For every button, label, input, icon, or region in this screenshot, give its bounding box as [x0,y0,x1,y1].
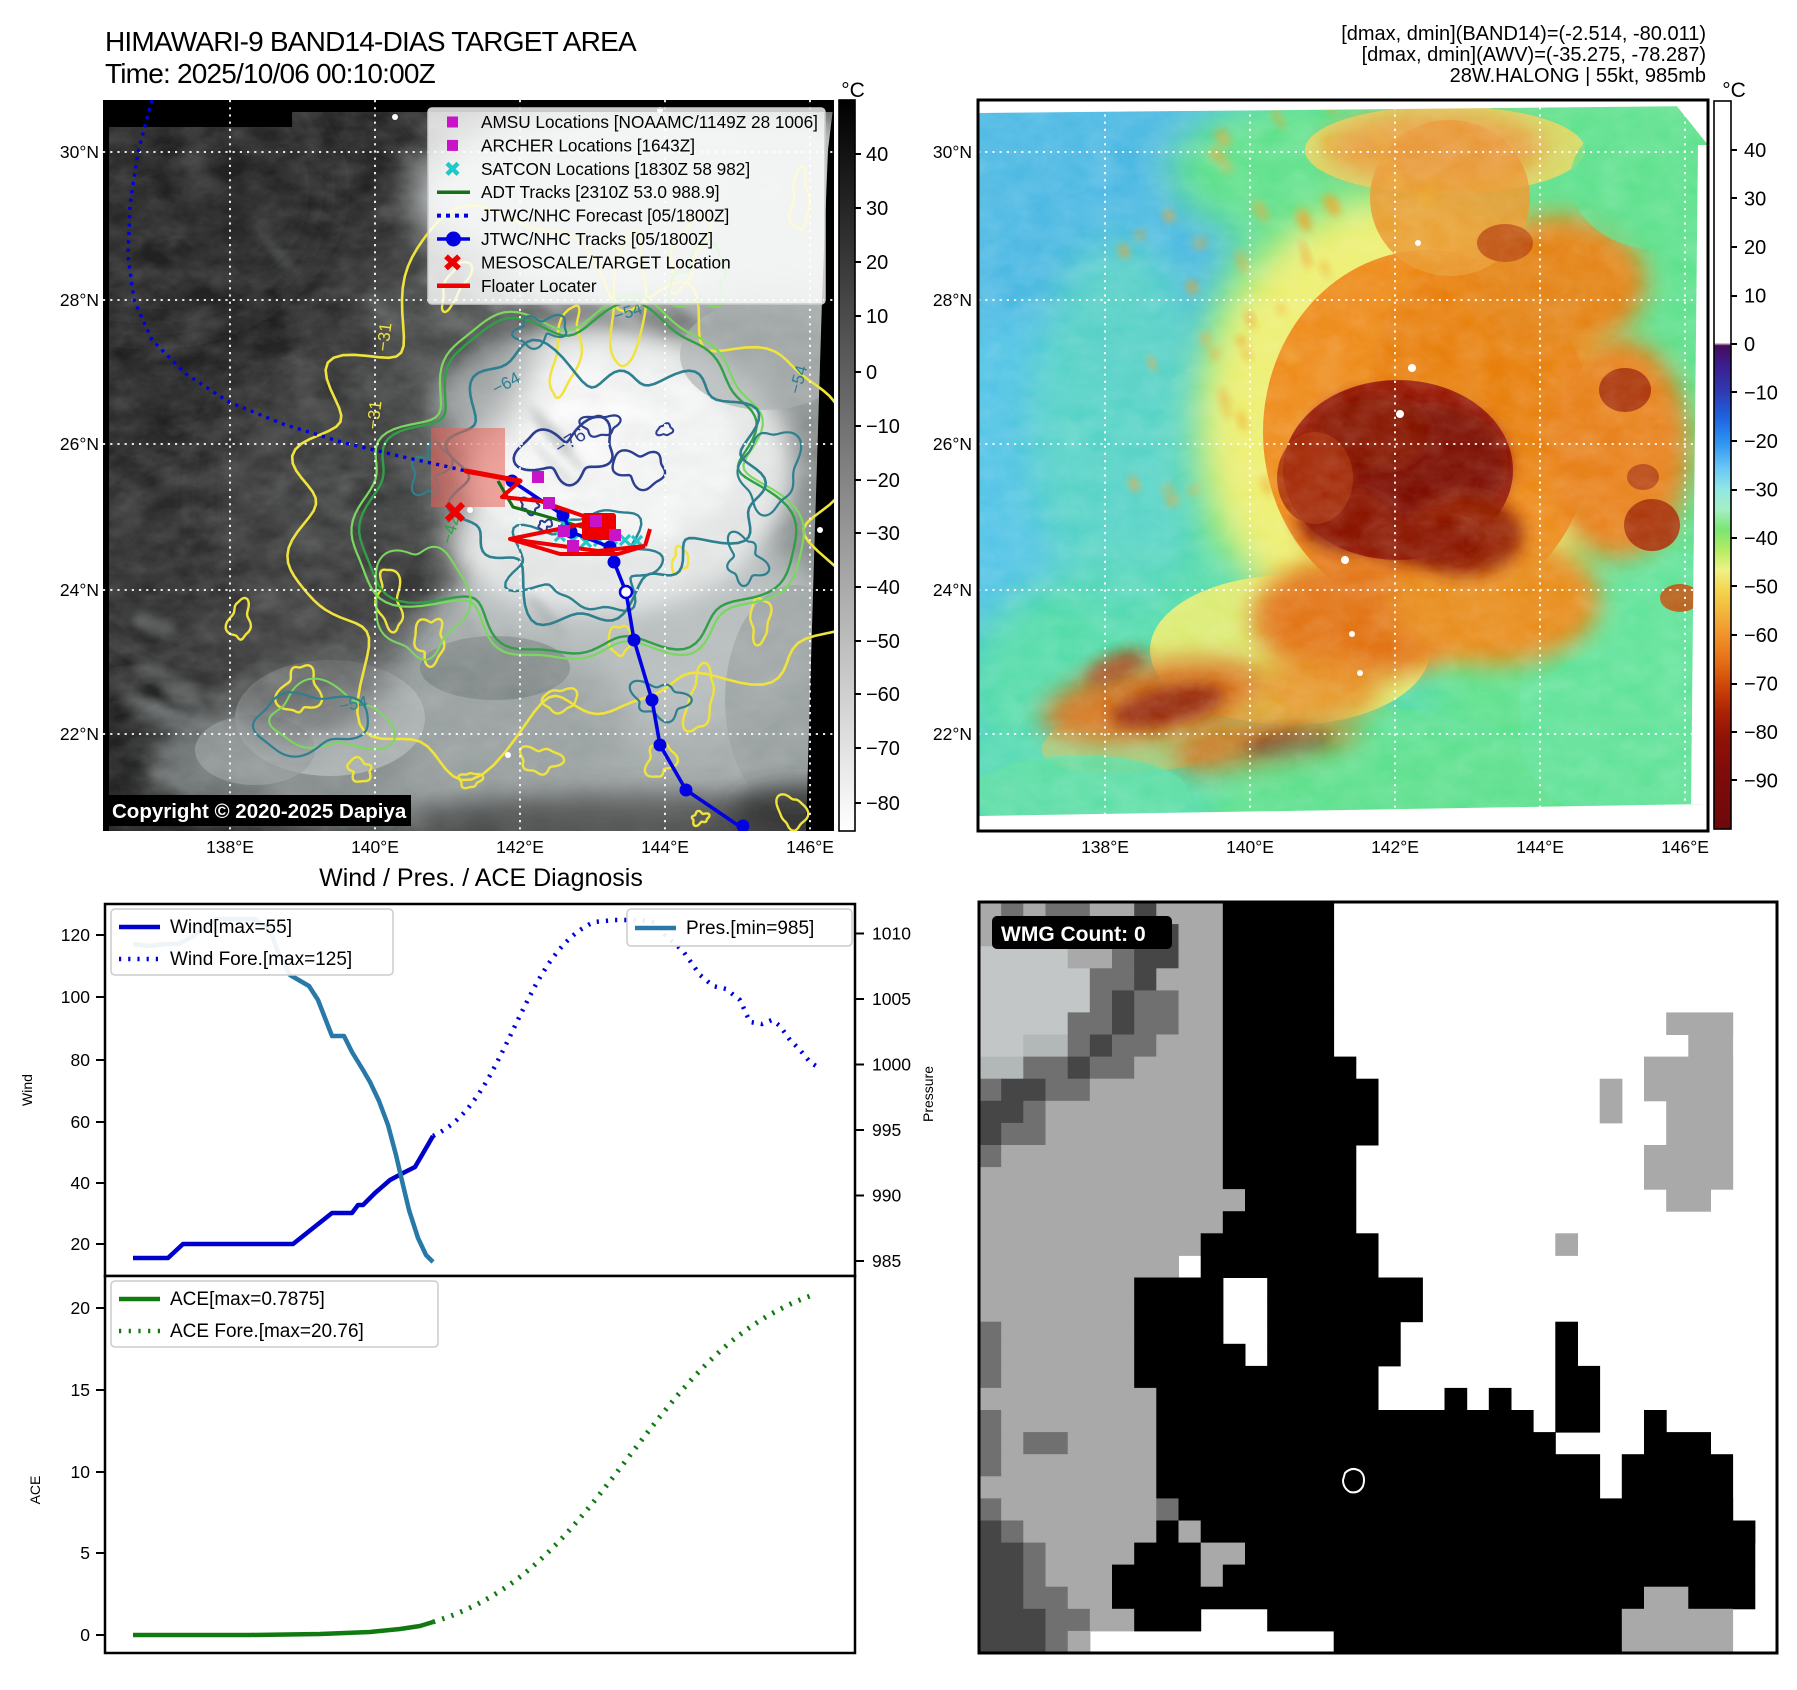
svg-text:Pressure: Pressure [920,1066,936,1122]
svg-text:−20: −20 [866,470,900,492]
svg-text:40: 40 [71,1173,91,1193]
svg-text:AMSU Locations [NOAAMC/1149Z 2: AMSU Locations [NOAAMC/1149Z 28 1006] [481,112,818,132]
svg-text:30: 30 [866,198,888,220]
svg-text:22°N: 22°N [933,724,972,744]
svg-text:−70: −70 [866,738,900,760]
svg-text:−30: −30 [866,523,900,545]
svg-text:20: 20 [866,252,888,274]
svg-text:−40: −40 [866,577,900,599]
svg-text:[dmax, dmin](AWV)=(-35.275, -7: [dmax, dmin](AWV)=(-35.275, -78.287) [1362,44,1706,66]
svg-text:30°N: 30°N [60,142,99,162]
svg-text:JTWC/NHC Tracks [05/1800Z]: JTWC/NHC Tracks [05/1800Z] [481,229,713,249]
svg-text:24°N: 24°N [933,580,972,600]
svg-text:−50: −50 [1744,577,1778,599]
svg-text:−50: −50 [866,631,900,653]
svg-text:1005: 1005 [872,989,911,1009]
svg-text:JTWC/NHC Forecast [05/1800Z]: JTWC/NHC Forecast [05/1800Z] [481,206,729,226]
svg-text:140°E: 140°E [1226,837,1274,857]
svg-text:−31: −31 [363,400,385,431]
svg-text:5: 5 [80,1543,90,1563]
svg-text:Wind: Wind [19,1074,35,1106]
svg-text:30°N: 30°N [933,142,972,162]
svg-text:Time: 2025/10/06 00:10:00Z: Time: 2025/10/06 00:10:00Z [105,58,436,89]
svg-text:−80: −80 [1744,722,1778,744]
svg-text:Wind Fore.[max=125]: Wind Fore.[max=125] [170,949,352,970]
svg-text:ACE Fore.[max=20.76]: ACE Fore.[max=20.76] [170,1321,364,1342]
svg-text:ACE: ACE [27,1476,43,1505]
svg-text:40: 40 [866,144,888,166]
svg-text:−60: −60 [866,684,900,706]
svg-text:WMG Count: 0: WMG Count: 0 [1001,923,1146,946]
svg-text:146°E: 146°E [1661,837,1709,857]
svg-text:Floater Locater: Floater Locater [481,276,597,296]
svg-text:−80: −80 [866,793,900,815]
svg-text:142°E: 142°E [1371,837,1419,857]
svg-text:−31: −31 [373,322,395,353]
svg-text:−40: −40 [1744,528,1778,550]
svg-text:0: 0 [80,1625,90,1645]
svg-text:140°E: 140°E [351,837,399,857]
svg-text:144°E: 144°E [1516,837,1564,857]
svg-text:−90: −90 [1744,771,1778,793]
svg-text:1000: 1000 [872,1055,911,1075]
svg-text:1010: 1010 [872,924,911,944]
svg-text:20: 20 [1744,237,1766,259]
svg-text:20: 20 [71,1234,91,1254]
svg-text:144°E: 144°E [641,837,689,857]
svg-text:−20: −20 [1744,431,1778,453]
svg-text:22°N: 22°N [60,724,99,744]
svg-text:0: 0 [1744,334,1755,356]
svg-text:138°E: 138°E [206,837,254,857]
svg-text:28°N: 28°N [933,290,972,310]
svg-text:Pres.[min=985]: Pres.[min=985] [686,918,814,939]
svg-text:985: 985 [872,1251,901,1271]
svg-text:30: 30 [1744,189,1766,211]
svg-text:24°N: 24°N [60,580,99,600]
svg-text:ARCHER Locations [1643Z]: ARCHER Locations [1643Z] [481,135,695,155]
svg-text:−60: −60 [1744,625,1778,647]
svg-text:80: 80 [71,1050,91,1070]
svg-text:−10: −10 [866,416,900,438]
svg-text:SATCON Locations [1830Z 58 982: SATCON Locations [1830Z 58 982] [481,159,750,179]
svg-text:Copyright © 2020-2025 Dapiya: Copyright © 2020-2025 Dapiya [112,800,407,823]
svg-text:−54: −54 [337,692,369,716]
svg-text:26°N: 26°N [933,434,972,454]
svg-text:60: 60 [71,1112,91,1132]
svg-text:142°E: 142°E [496,837,544,857]
svg-text:[dmax, dmin](BAND14)=(-2.514,: [dmax, dmin](BAND14)=(-2.514, -80.011) [1341,23,1706,45]
svg-text:28W.HALONG | 55kt, 985mb: 28W.HALONG | 55kt, 985mb [1450,65,1706,87]
svg-text:26°N: 26°N [60,434,99,454]
svg-text:ACE[max=0.7875]: ACE[max=0.7875] [170,1289,325,1310]
svg-text:15: 15 [71,1380,90,1400]
svg-text:Wind[max=55]: Wind[max=55] [170,917,292,938]
svg-text:°C: °C [1722,79,1746,102]
svg-text:995: 995 [872,1120,901,1140]
svg-text:10: 10 [866,306,888,328]
svg-text:−70: −70 [1744,674,1778,696]
svg-text:Wind / Pres. / ACE Diagnosis: Wind / Pres. / ACE Diagnosis [319,864,643,892]
svg-text:°C: °C [841,79,865,102]
svg-text:−30: −30 [1744,480,1778,502]
svg-text:20: 20 [71,1298,91,1318]
svg-text:MESOSCALE/TARGET Location: MESOSCALE/TARGET Location [481,252,731,272]
svg-text:146°E: 146°E [786,837,834,857]
svg-text:10: 10 [1744,286,1766,308]
svg-text:−10: −10 [1744,383,1778,405]
svg-text:40: 40 [1744,140,1766,162]
svg-text:990: 990 [872,1186,901,1206]
svg-text:HIMAWARI-9 BAND14-DIAS TARGET: HIMAWARI-9 BAND14-DIAS TARGET AREA [105,26,637,57]
svg-text:138°E: 138°E [1081,837,1129,857]
svg-text:ADT Tracks [2310Z 53.0 988.9]: ADT Tracks [2310Z 53.0 988.9] [481,182,720,202]
svg-text:28°N: 28°N [60,290,99,310]
svg-text:0: 0 [866,362,877,384]
svg-text:10: 10 [71,1462,91,1482]
svg-text:120: 120 [61,925,90,945]
svg-text:100: 100 [61,987,90,1007]
